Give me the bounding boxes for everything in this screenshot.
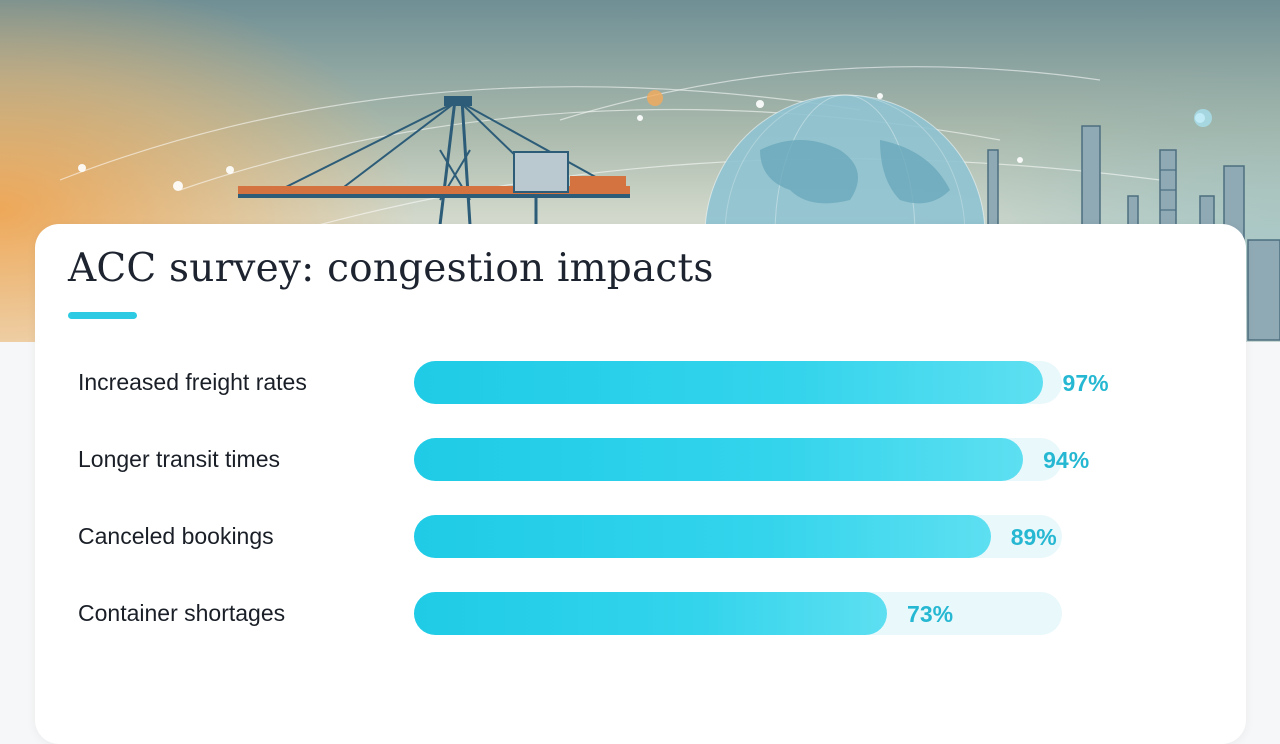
- hero-banner: [0, 0, 1280, 342]
- bar-category-label: Increased freight rates: [78, 369, 307, 395]
- chart-card: ACC survey: congestion impacts Increased…: [35, 224, 1246, 744]
- bar-category-label: Longer transit times: [78, 446, 280, 472]
- bar-value-label: 97%: [1062, 370, 1109, 396]
- bar-track: [414, 515, 1062, 558]
- bar-category-label: Container shortages: [78, 600, 286, 626]
- bar-value-label: 73%: [907, 601, 954, 627]
- bar-fill: [414, 438, 1024, 481]
- chart-title: ACC survey: congestion impacts: [68, 246, 714, 291]
- bar-category-label: Canceled bookings: [78, 523, 274, 549]
- title-underline: [68, 312, 137, 319]
- bar-fill: [414, 592, 888, 635]
- bar-value-label: 89%: [1010, 524, 1057, 550]
- bar-value-label: 94%: [1043, 447, 1090, 473]
- bar-track: [414, 361, 1062, 404]
- bar-track: [414, 592, 1062, 635]
- bar-fill: [414, 361, 1043, 404]
- bar-track: [414, 438, 1062, 481]
- bar-fill: [414, 515, 991, 558]
